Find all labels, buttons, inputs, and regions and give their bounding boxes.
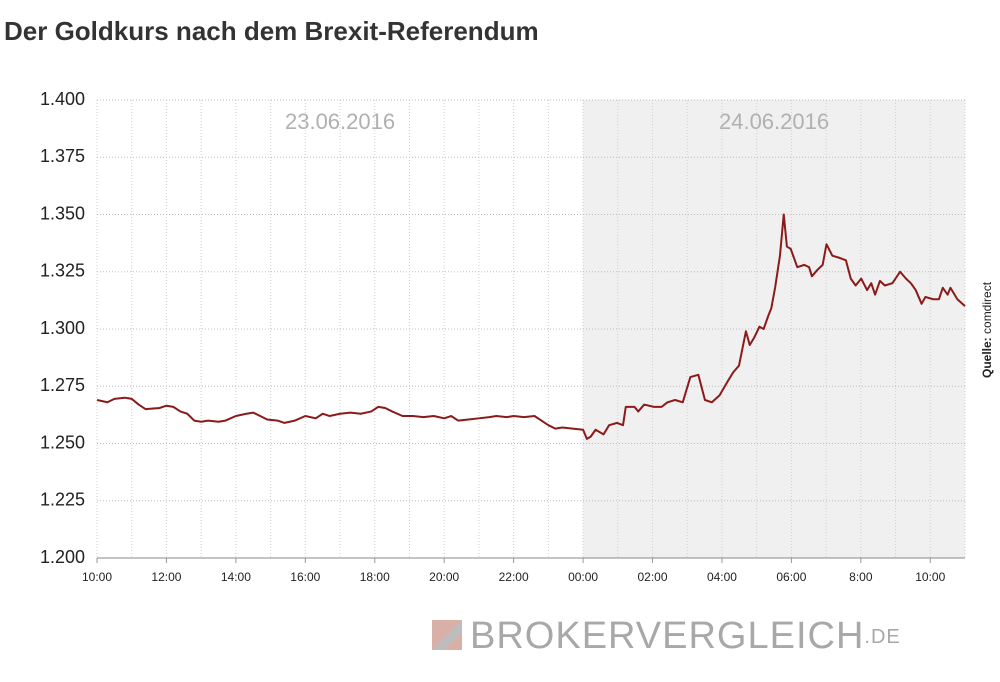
x-tick-label: 02:00 [638, 570, 668, 584]
x-tick-label: 12:00 [151, 570, 181, 584]
y-tick-label: 1.225 [40, 490, 85, 510]
x-tick-label: 06:00 [776, 570, 806, 584]
y-tick-label: 1.275 [40, 375, 85, 395]
x-tick-label: 00:00 [568, 570, 598, 584]
x-tick-label: 10:00 [915, 570, 945, 584]
x-tick-label: 8:00 [849, 570, 873, 584]
source-note: Quelle: comdirect [980, 281, 994, 378]
watermark: BROKERVERGLEICH.DE [432, 615, 901, 657]
y-tick-label: 1.250 [40, 432, 85, 452]
x-tick-label: 14:00 [221, 570, 251, 584]
y-tick-label: 1.300 [40, 318, 85, 338]
source-label: Quelle: [980, 337, 994, 378]
x-tick-label: 04:00 [707, 570, 737, 584]
source-text: comdirect [980, 281, 994, 334]
y-tick-label: 1.350 [40, 203, 85, 223]
y-tick-label: 1.375 [40, 146, 85, 166]
y-tick-label: 1.325 [40, 261, 85, 281]
watermark-suffix: .DE [864, 626, 900, 648]
y-tick-label: 1.400 [40, 89, 85, 109]
x-tick-label: 18:00 [360, 570, 390, 584]
x-tick-label: 16:00 [290, 570, 320, 584]
day-label: 24.06.2016 [719, 109, 829, 134]
x-tick-label: 22:00 [499, 570, 529, 584]
x-tick-label: 20:00 [429, 570, 459, 584]
price-line [96, 213, 966, 440]
logo-icon-stripe [432, 620, 462, 650]
x-tick-label: 10:00 [82, 570, 112, 584]
y-tick-label: 1.200 [40, 547, 85, 567]
watermark-name: BROKERVERGLEICH [470, 615, 864, 657]
watermark-text: BROKERVERGLEICH.DE [470, 615, 901, 657]
chart-title: Der Goldkurs nach dem Brexit-Referendum [4, 16, 539, 46]
